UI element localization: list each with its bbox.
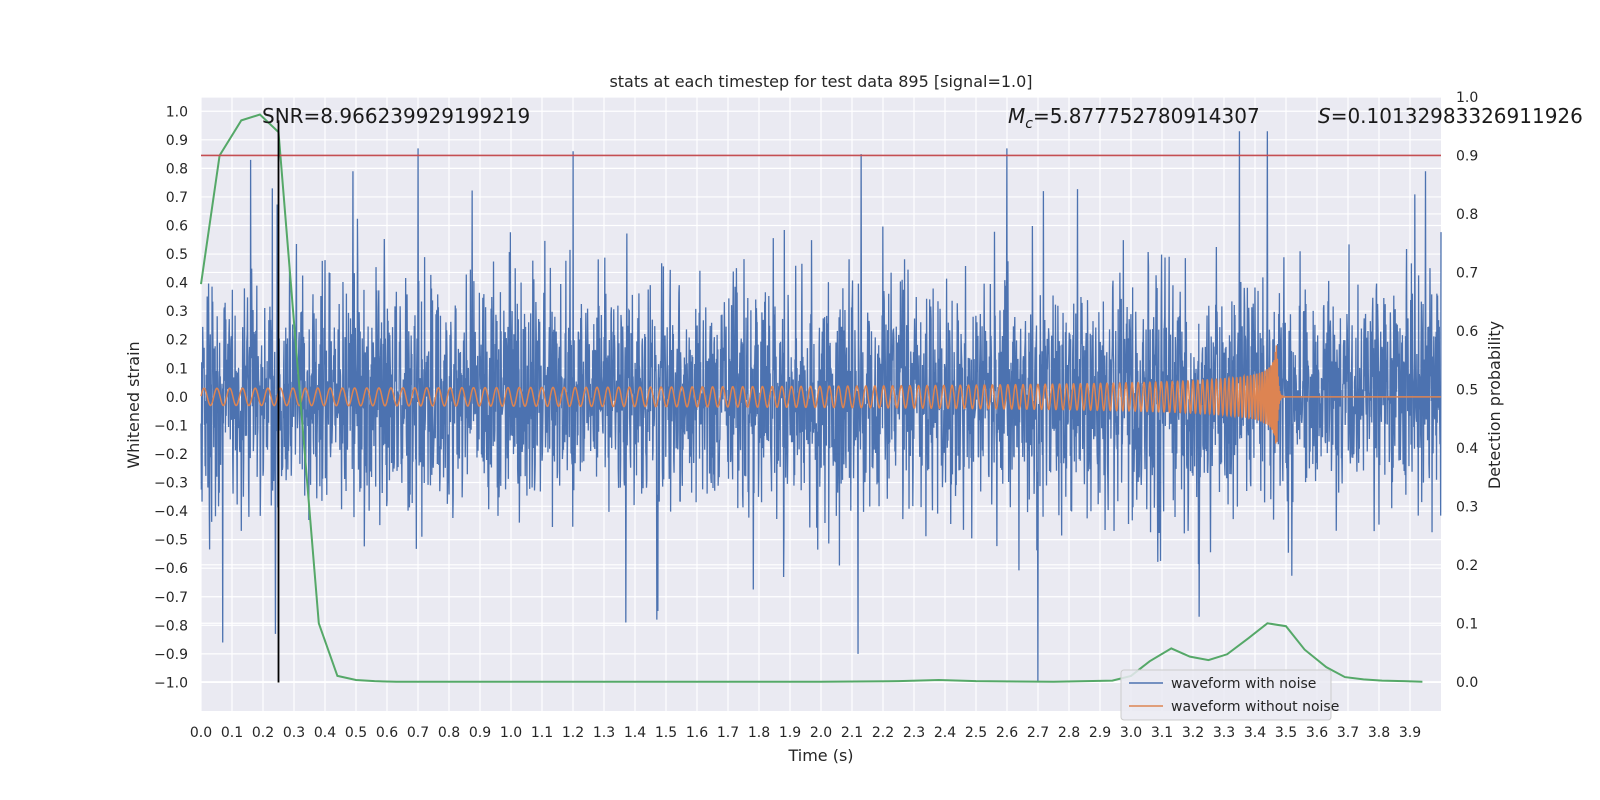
y-tick-label: −0.8	[154, 618, 188, 634]
legend: waveform with noise waveform without noi…	[1120, 669, 1339, 721]
y-tick-label: 0.3	[166, 304, 188, 320]
x-tick-label: 0.6	[376, 725, 398, 741]
y-tick-label: 0.6	[166, 219, 188, 235]
annotation-spin-symbol: S	[1318, 104, 1331, 128]
x-tick-label: 2.0	[810, 725, 832, 741]
y2-tick-label: 0.8	[1456, 207, 1478, 223]
series-waveform-with-noise	[200, 131, 1442, 683]
y2-tick-label: 0.3	[1456, 499, 1478, 515]
annotation-chirp-mass-value: =5.877752780914307	[1033, 104, 1260, 128]
x-tick-label: 1.7	[717, 725, 739, 741]
x-tick-label: 0.8	[438, 725, 460, 741]
x-tick-label: 3.2	[1182, 725, 1204, 741]
y-tick-label: 0.2	[166, 333, 188, 349]
y2-axis-label: Detection probability	[1485, 321, 1504, 489]
y-tick-label: 0.7	[166, 190, 188, 206]
x-tick-label: 1.4	[624, 725, 646, 741]
y-tick-label: −0.3	[154, 476, 188, 492]
x-tick-label: 3.3	[1213, 725, 1235, 741]
x-tick-label: 3.4	[1244, 725, 1266, 741]
x-axis-label: Time (s)	[787, 746, 853, 765]
y2-tick-label: 0.5	[1456, 382, 1478, 398]
legend-label-clean: waveform without noise	[1171, 699, 1339, 715]
y-tick-label: 0.9	[166, 133, 188, 149]
y-tick-label: −0.5	[154, 533, 188, 549]
x-tick-label: 2.7	[1027, 725, 1049, 741]
annotation-spin-value: =0.10132983326911926	[1331, 104, 1583, 128]
reference-lines	[201, 120, 1441, 683]
annotation-chirp-mass: Mc=5.877752780914307	[1008, 104, 1260, 132]
x-tick-label: 0.0	[190, 725, 212, 741]
series-waveform-without-noise	[200, 345, 1441, 444]
x-tick-label: 1.0	[500, 725, 522, 741]
y-tick-label: −0.2	[154, 447, 188, 463]
y-tick-label: 0.5	[166, 247, 188, 263]
annotation-spin: S=0.10132983326911926	[1318, 104, 1583, 128]
x-tick-labels: 0.0 0.1 0.2 0.3 0.4 0.5 0.6 0.7 0.8 0.9 1.0 1.1 1.2 1…	[190, 725, 1421, 741]
y-tick-label: 0.0	[166, 390, 188, 406]
annotation-chirp-mass-subscript: c	[1025, 116, 1033, 132]
x-tick-label: 3.1	[1151, 725, 1173, 741]
x-tick-label: 3.0	[1120, 725, 1142, 741]
x-tick-label: 1.9	[779, 725, 801, 741]
x-tick-label: 2.8	[1058, 725, 1080, 741]
clean-waveform-line	[200, 345, 1441, 444]
y2-tick-label: 0.4	[1456, 441, 1478, 457]
x-tick-label: 3.5	[1275, 725, 1297, 741]
y2-tick-label: 0.6	[1456, 324, 1478, 340]
x-tick-label: 0.7	[407, 725, 429, 741]
annotation-chirp-mass-symbol: M	[1008, 104, 1025, 128]
y2-tick-label: 0.7	[1456, 265, 1478, 281]
y-tick-label: 1.0	[166, 104, 188, 120]
x-tick-label: 2.2	[872, 725, 894, 741]
y-axis-label: Whitened strain	[124, 341, 143, 468]
legend-box	[1120, 669, 1332, 721]
x-tick-label: 0.1	[221, 725, 243, 741]
y-tick-label: −0.9	[154, 647, 188, 663]
x-tick-label: 3.6	[1306, 725, 1328, 741]
y2-tick-label: 0.9	[1456, 148, 1478, 164]
y2-tick-label: 0.2	[1456, 558, 1478, 574]
y-tick-label: −0.4	[154, 504, 188, 520]
x-tick-label: 3.7	[1337, 725, 1359, 741]
x-tick-label: 1.5	[655, 725, 677, 741]
y-tick-label: 0.1	[166, 361, 188, 377]
x-tick-label: 0.3	[283, 725, 305, 741]
y-tick-label: 0.8	[166, 161, 188, 177]
x-tick-label: 2.5	[965, 725, 987, 741]
x-tick-label: 0.9	[469, 725, 491, 741]
x-tick-label: 0.4	[314, 725, 336, 741]
x-tick-label: 2.6	[996, 725, 1018, 741]
y2-tick-label: 1.0	[1456, 90, 1478, 106]
x-tick-label: 3.9	[1399, 725, 1421, 741]
y-tick-label: −1.0	[154, 675, 188, 691]
probability-line	[200, 113, 1423, 683]
x-tick-label: 1.2	[562, 725, 584, 741]
y2-tick-label: 0.1	[1456, 616, 1478, 632]
y2-tick-labels: 1.0 0.9 0.8 0.7 0.6 0.5 0.4 0.3 0.2 0.1 0.0	[1456, 90, 1478, 691]
noise-waveform-line	[200, 131, 1442, 683]
x-tick-label: 1.8	[748, 725, 770, 741]
chart-title: stats at each timestep for test data 895…	[609, 72, 1032, 91]
legend-label-noise: waveform with noise	[1171, 676, 1316, 692]
x-tick-label: 2.9	[1089, 725, 1111, 741]
x-tick-label: 0.2	[252, 725, 274, 741]
x-tick-label: 2.1	[841, 725, 863, 741]
x-tick-label: 1.3	[593, 725, 615, 741]
x-tick-label: 2.3	[903, 725, 925, 741]
x-tick-label: 2.4	[934, 725, 956, 741]
y-tick-label: −0.1	[154, 418, 188, 434]
x-tick-label: 3.8	[1368, 725, 1390, 741]
y-tick-label: −0.7	[154, 590, 188, 606]
x-tick-label: 1.6	[686, 725, 708, 741]
y-tick-labels: 1.0 0.9 0.8 0.7 0.6 0.5 0.4 0.3 0.2 0.1 0.0 −0.1 −0.…	[154, 104, 188, 691]
y-tick-label: −0.6	[154, 561, 188, 577]
x-tick-label: 0.5	[345, 725, 367, 741]
x-tick-label: 1.1	[531, 725, 553, 741]
series-detection-probability	[200, 113, 1423, 683]
y-tick-label: 0.4	[166, 276, 188, 292]
y2-tick-label: 0.0	[1456, 675, 1478, 691]
annotation-snr: SNR=8.966239929199219	[262, 104, 530, 128]
